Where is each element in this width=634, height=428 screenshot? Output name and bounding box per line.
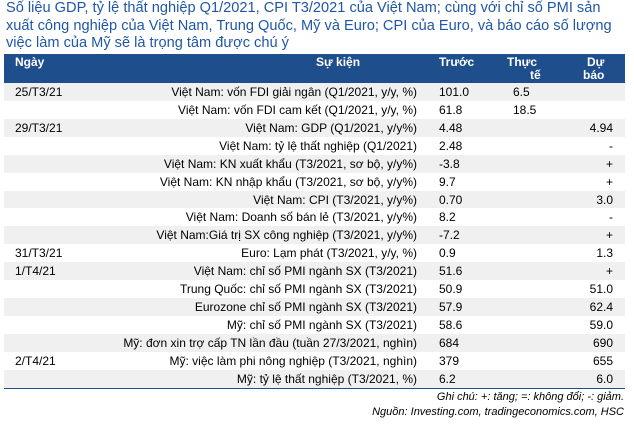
cell-forecast: + [605, 228, 613, 243]
cell-date: 25/T3/21 [15, 85, 63, 99]
table-row: 31/T3/21 Euro: Lạm phát (T3/2021, y/y, %… [4, 244, 625, 262]
table-row: Việt Nam: tỷ lệ thất nghiệp (Q1/2021) 2.… [4, 137, 625, 155]
table-row: 29/T3/21 Việt Nam: GDP (Q1/2021, y/y%) 4… [4, 118, 625, 137]
header-forecast-line1: Dự [587, 55, 605, 69]
cell-prev: 58.6 [439, 317, 463, 332]
table-row: Trung Quốc: chỉ số PMI ngành SX (T3/2021… [4, 280, 625, 298]
table-source: Nguồn: Investing.com, tradingeconomics.c… [372, 406, 624, 418]
cell-event: Việt Nam: GDP (Q1/2021, y/y%) [245, 120, 417, 135]
cell-prev: 51.6 [439, 264, 463, 279]
cell-event: Việt Nam: KN xuất khẩu (T3/2021, sơ bộ, … [163, 156, 417, 171]
cell-prev: 50.9 [439, 282, 463, 297]
cell-event: Việt Nam: vốn FDI giải ngân (Q1/2021, y/… [171, 85, 417, 99]
cell-prev: -3.8 [439, 156, 460, 171]
header-actual-line1: Thực [507, 55, 538, 69]
cell-event: Mỹ: việc làm phi nông nghiệp (T3/2021, n… [169, 353, 417, 368]
cell-forecast: + [605, 156, 613, 171]
header-event: Sự kiện [316, 55, 361, 69]
table-row: Việt Nam: KN xuất khẩu (T3/2021, sơ bộ, … [4, 154, 625, 173]
cell-event: Việt Nam: chỉ số PMI ngành SX (T3/2021) [193, 264, 417, 279]
cell-prev: 379 [439, 353, 460, 368]
header-date: Ngày [15, 55, 45, 69]
cell-prev: 8.2 [439, 210, 456, 225]
table-row: Việt Nam: KN nhập khẩu (T3/2021, sơ bộ, … [4, 173, 625, 191]
table-row: Eurozone chỉ số PMI ngành SX (T3/2021) 5… [4, 298, 625, 316]
cell-forecast: + [605, 174, 613, 189]
cell-prev: 57.9 [439, 300, 463, 315]
cell-prev: -7.2 [439, 228, 460, 243]
table-row: 1/T4/21 Việt Nam: chỉ số PMI ngành SX (T… [4, 262, 625, 281]
table-bottom-rule [4, 388, 625, 389]
cell-event: Mỹ: đơn xin trợ cấp TN lần đầu (tuần 27/… [123, 335, 417, 350]
table-row: Việt Nam: CPI (T3/2021, y/y%) 0.70 3.0 [4, 190, 625, 209]
table-row: Mỹ: đơn xin trợ cấp TN lần đầu (tuần 27/… [4, 333, 625, 352]
table-row: Việt Nam: Doanh số bán lẻ (T3/2021, y/y%… [4, 208, 625, 226]
cell-event: Mỹ: chỉ số PMI ngành SX (T3/2021) [226, 317, 417, 332]
cell-date: 2/T4/21 [15, 353, 56, 368]
header-actual-line2: tế [530, 68, 541, 82]
cell-prev: 4.48 [439, 120, 463, 135]
cell-event: Mỹ: tỷ lệ thất nghiệp (T3/2021, %) [236, 371, 417, 386]
cell-forecast: + [605, 264, 613, 279]
table-row: 2/T4/21 Mỹ: việc làm phi nông nghiệp (T3… [4, 352, 625, 370]
header-prev: Trước [439, 55, 475, 69]
table-row: Mỹ: chỉ số PMI ngành SX (T3/2021) 58.6 5… [4, 316, 625, 334]
cell-event: Việt Nam: tỷ lệ thất nghiệp (Q1/2021) [219, 138, 417, 153]
cell-date: 31/T3/21 [15, 246, 63, 261]
cell-forecast: 655 [592, 353, 613, 368]
cell-forecast: - [609, 138, 613, 153]
cell-forecast: 51.0 [589, 282, 613, 297]
cell-prev: 6.2 [439, 371, 456, 386]
cell-forecast: - [609, 210, 613, 225]
cell-actual: 6.5 [513, 85, 530, 99]
cell-event: Việt Nam: CPI (T3/2021, y/y%) [253, 192, 417, 207]
cell-event: Việt Nam: KN nhập khẩu (T3/2021, sơ bộ, … [159, 174, 417, 189]
table-row: Việt Nam: vốn FDI cam kết (Q1/2021, y/y,… [4, 101, 625, 119]
cell-date: 29/T3/21 [15, 120, 63, 135]
cell-forecast: 3.0 [596, 192, 613, 207]
cell-forecast: 62.4 [589, 300, 613, 315]
table-body: 25/T3/21 Việt Nam: vốn FDI giải ngân (Q1… [4, 83, 625, 388]
table-note: Ghi chú: +: tăng; =: không đổi; -: giảm. [436, 391, 624, 403]
table-row: 25/T3/21 Việt Nam: vốn FDI giải ngân (Q1… [4, 83, 625, 101]
table-header: Ngày Sự kiện Trước Thực tế Dự báo [4, 54, 625, 83]
cell-prev: 9.7 [439, 174, 456, 189]
cell-forecast: 6.0 [596, 371, 613, 386]
cell-prev: 101.0 [439, 85, 470, 99]
header-forecast-line2: báo [583, 68, 605, 82]
cell-date: 1/T4/21 [15, 264, 56, 279]
cell-prev: 61.8 [439, 102, 463, 117]
table-row: Mỹ: tỷ lệ thất nghiệp (T3/2021, %) 6.2 6… [4, 369, 625, 388]
cell-forecast: 4.94 [589, 120, 613, 135]
cell-event: Trung Quốc: chỉ số PMI ngành SX (T3/2021… [179, 282, 417, 297]
page-title: Số liệu GDP, tỷ lệ thất nghiệp Q1/2021, … [6, 0, 612, 51]
cell-event: Eurozone chỉ số PMI ngành SX (T3/2021) [194, 300, 417, 315]
table-row: Việt Nam:Giá trị SX công nghiệp (T3/2021… [4, 226, 625, 245]
cell-event: Euro: Lạm phát (T3/2021, y/y, %) [241, 246, 417, 261]
cell-prev: 0.9 [439, 246, 456, 261]
cell-forecast: 1.3 [596, 246, 613, 261]
cell-actual: 18.5 [513, 102, 537, 117]
cell-prev: 684 [439, 335, 460, 350]
cell-event: Việt Nam:Giá trị SX công nghiệp (T3/2021… [156, 228, 417, 243]
cell-prev: 0.70 [439, 192, 463, 207]
cell-forecast: 59.0 [589, 317, 613, 332]
cell-event: Việt Nam: Doanh số bán lẻ (T3/2021, y/y%… [185, 210, 417, 225]
cell-event: Việt Nam: vốn FDI cam kết (Q1/2021, y/y,… [178, 102, 417, 117]
cell-forecast: 690 [592, 335, 613, 350]
cell-prev: 2.48 [439, 138, 463, 153]
